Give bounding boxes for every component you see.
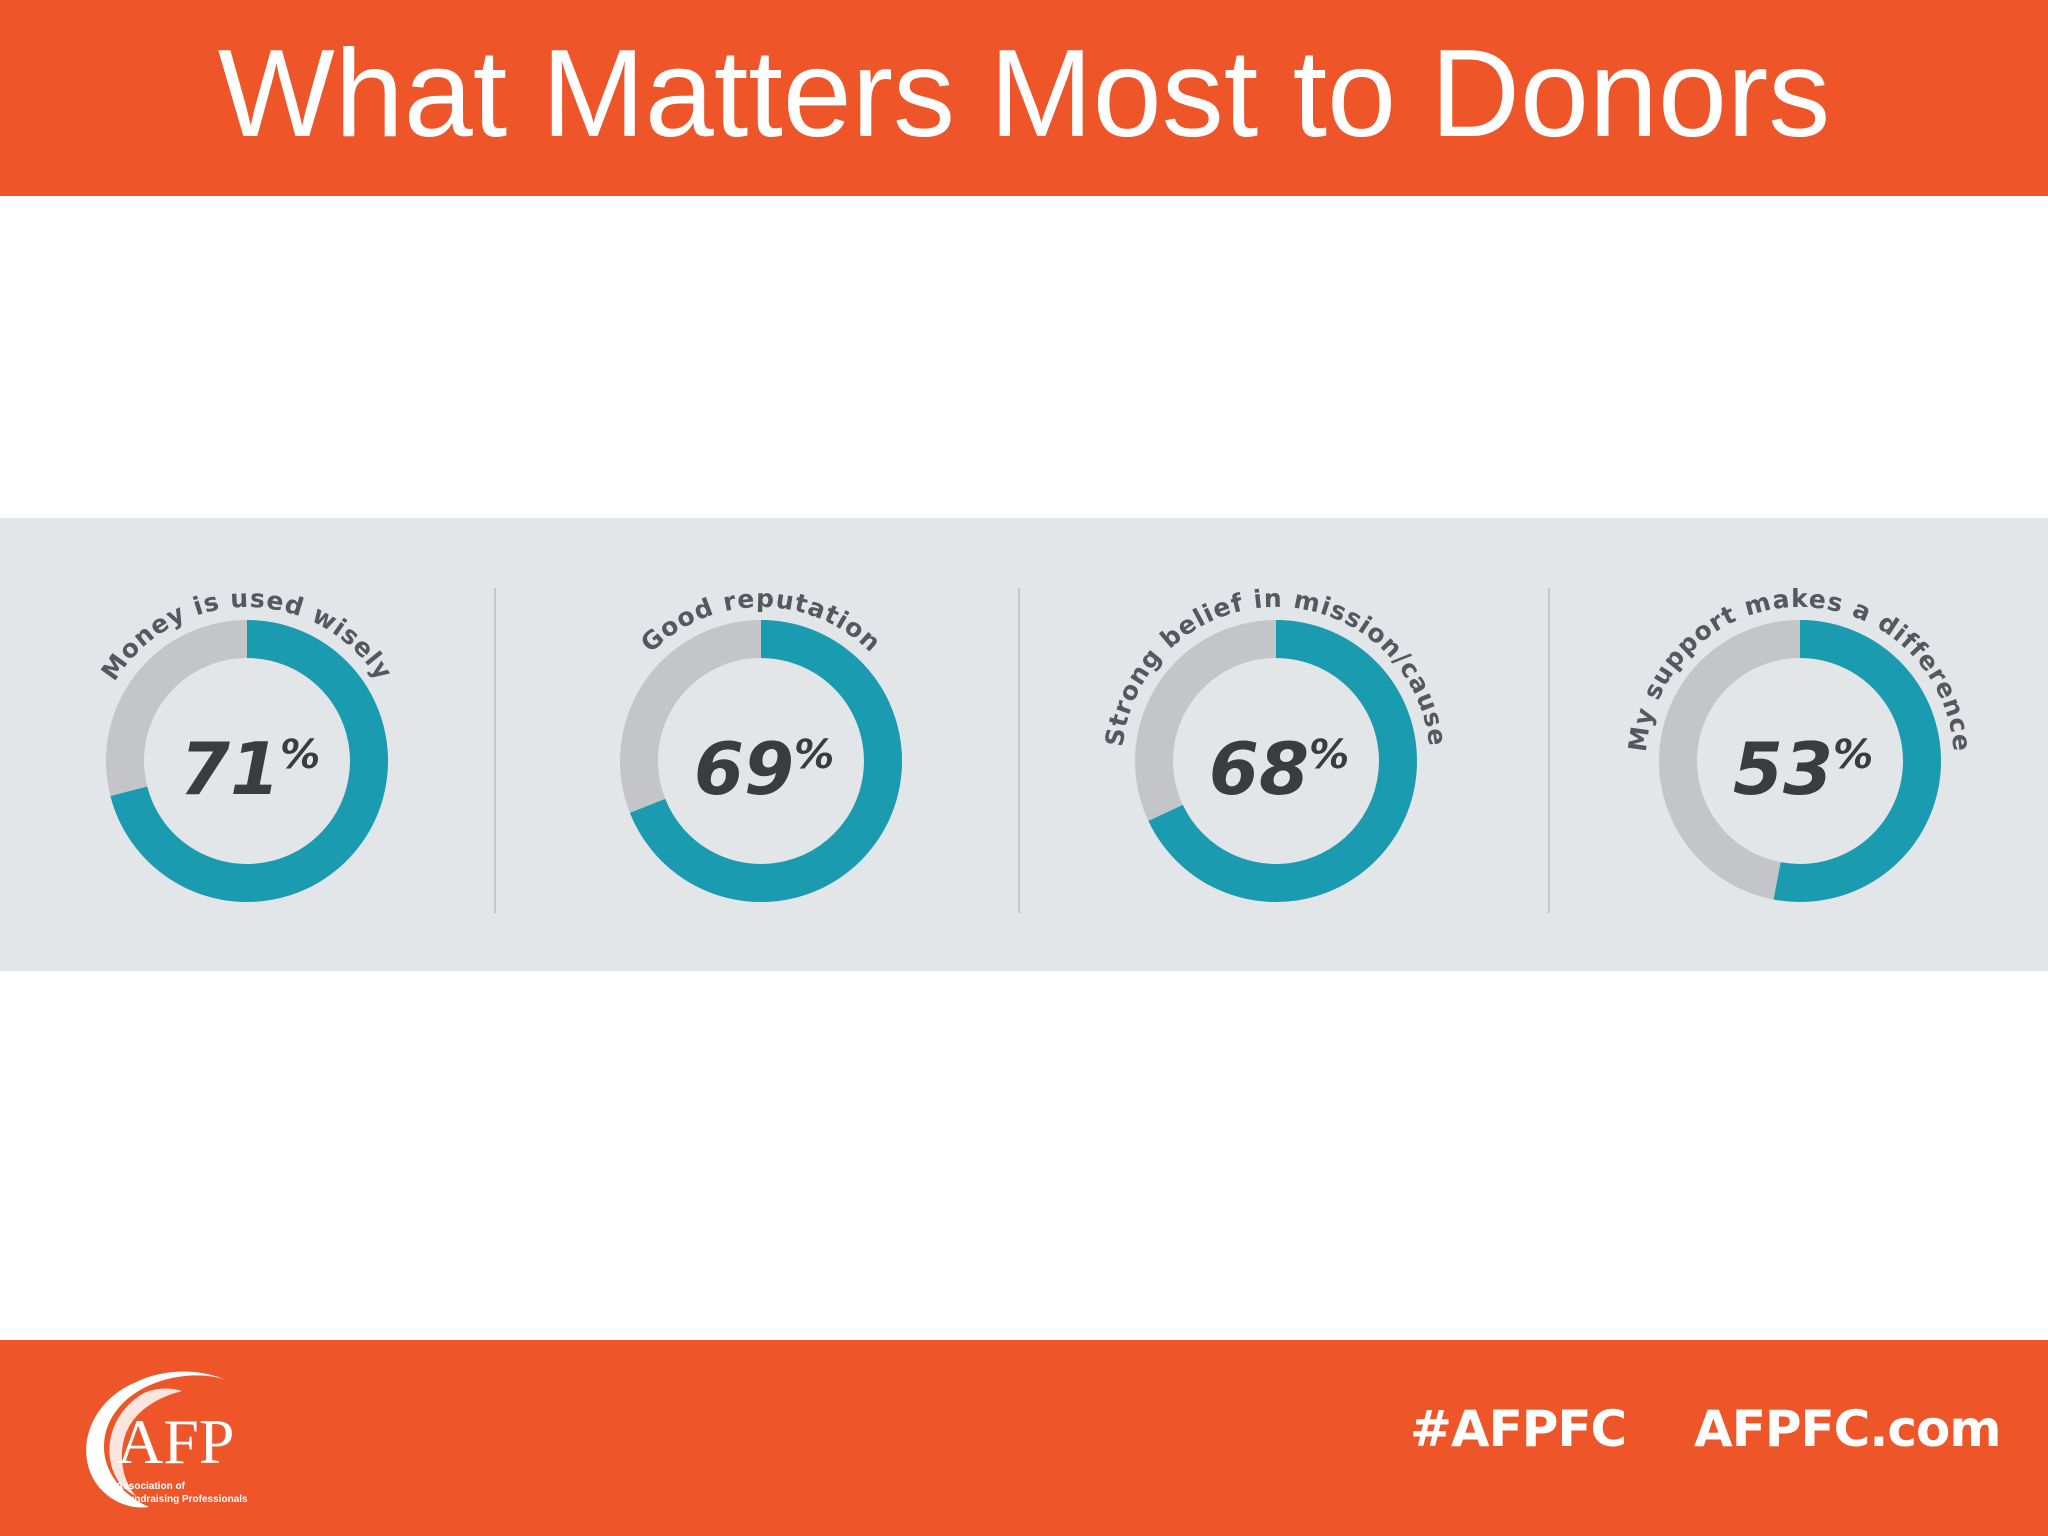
donut-value-label: 69% [694,727,834,811]
title-bar: What Matters Most to Donors [0,0,2048,196]
afp-logo: AFP Association of Fundraising Professio… [86,1371,248,1508]
hashtag-text: #AFPFC [1410,1400,1627,1458]
donut-value-label: 53% [1733,727,1873,811]
donut-value-label: 68% [1209,727,1349,811]
donut-chart: 68%Strong belief in mission/cause [1100,584,1451,902]
logo-tagline-line1: Association of [116,1481,186,1492]
chart-divider [494,588,496,913]
donut-chart: 71%Money is used wisely [95,584,398,902]
chart-band [0,518,2048,971]
logo-swoosh-inner [109,1388,182,1496]
logo-swoosh [86,1371,224,1508]
donut-value-arc [1148,620,1417,902]
logo-text: AFP [117,1406,234,1477]
footer-bar [0,1340,2048,1536]
donut-value-arc [629,620,902,902]
donut-charts: 71%Money is used wisely 69%Good reputatio… [95,584,1976,902]
donut-value-label: 71% [180,727,320,811]
website-link[interactable]: AFPFC.com [1694,1400,2001,1458]
logo-tagline-line2: Fundraising Professionals [122,1494,248,1505]
chart-divider [1548,588,1550,913]
donut-value-arc [1773,620,1941,902]
donut-value-arc [110,620,388,902]
page-title: What Matters Most to Donors [217,25,1831,163]
chart-divider [1018,588,1020,913]
donut-chart: 53%My support makes a difference [1623,584,1976,902]
donut-chart: 69%Good reputation [620,584,902,902]
